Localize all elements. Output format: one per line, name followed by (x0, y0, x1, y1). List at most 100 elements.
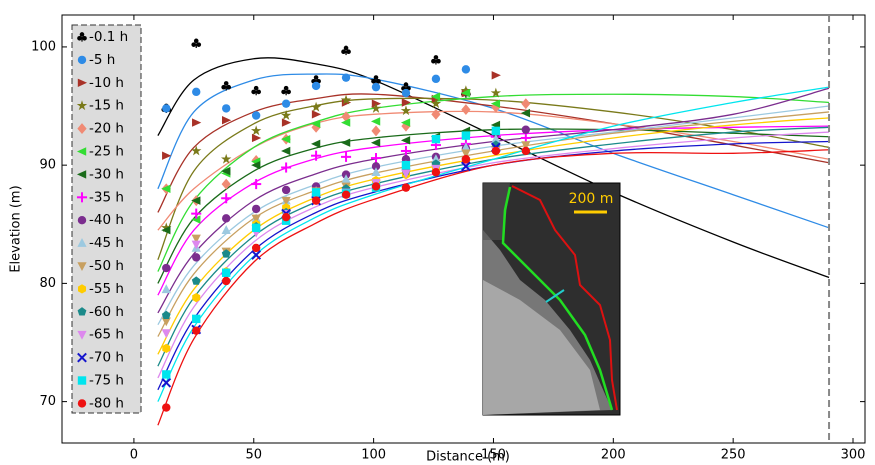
x-tick-label: 200 (601, 448, 626, 463)
legend-label: -75 h (89, 373, 124, 389)
marker-shape (373, 75, 379, 80)
marker-shape (281, 89, 286, 95)
fit-curve (157, 131, 830, 379)
marker-shape (461, 142, 471, 152)
marker-shape (491, 71, 501, 80)
marker-shape (370, 138, 381, 147)
marker (281, 118, 292, 127)
fit-curve (157, 140, 830, 391)
fit-curve (157, 73, 830, 229)
marker-shape (465, 93, 467, 98)
marker-shape (401, 98, 412, 107)
marker-shape (161, 225, 171, 235)
points (161, 38, 531, 412)
marker-shape (223, 81, 229, 86)
marker-shape (76, 147, 87, 156)
marker-shape (226, 84, 232, 90)
marker-shape (77, 238, 87, 247)
marker (341, 118, 351, 127)
marker (251, 223, 261, 233)
marker (191, 196, 201, 205)
marker-shape (76, 100, 88, 111)
marker-shape (77, 352, 87, 363)
marker (490, 99, 501, 108)
marker-shape (401, 169, 411, 179)
marker-shape (77, 376, 87, 385)
marker-shape (81, 37, 83, 42)
marker-shape (461, 155, 471, 164)
marker (371, 82, 381, 92)
legend-marker (77, 55, 87, 65)
legend-marker (77, 307, 87, 316)
marker (400, 118, 411, 127)
marker (431, 168, 441, 177)
marker-shape (161, 284, 171, 294)
marker (400, 105, 412, 116)
marker-shape (281, 185, 291, 195)
marker-shape (311, 196, 321, 205)
marker-shape (285, 90, 287, 96)
marker (221, 166, 231, 176)
marker (341, 111, 351, 123)
plot-area (62, 15, 865, 443)
marker-shape (191, 234, 201, 244)
marker (281, 185, 291, 195)
marker-shape (311, 139, 321, 149)
marker (162, 151, 172, 160)
marker (162, 263, 171, 273)
marker (221, 268, 231, 277)
marker-shape (281, 118, 292, 127)
marker-shape (431, 58, 436, 64)
legend-label: -55 h (89, 281, 124, 297)
marker (461, 104, 471, 116)
fit-curve (157, 97, 830, 260)
inset-red-line (511, 185, 618, 411)
marker-shape (253, 85, 259, 91)
marker (431, 74, 441, 84)
marker (460, 88, 471, 98)
marker (281, 196, 291, 206)
marker (311, 119, 321, 128)
marker (371, 75, 381, 85)
marker-shape (221, 104, 231, 113)
marker (221, 214, 231, 223)
marker (251, 243, 261, 253)
marker-shape (371, 82, 381, 92)
marker (401, 88, 411, 98)
marker (491, 134, 501, 143)
marker (191, 215, 201, 224)
inset-image: 200 m (482, 182, 621, 416)
marker (161, 284, 171, 294)
marker-shape (311, 188, 321, 197)
legend-marker (77, 376, 87, 385)
marker-shape (436, 58, 441, 64)
marker (341, 73, 351, 82)
marker-shape (371, 182, 381, 191)
marker-shape (431, 168, 441, 177)
marker (460, 85, 472, 96)
marker (430, 92, 441, 101)
marker-shape (192, 253, 201, 262)
marker (461, 155, 471, 164)
marker (521, 141, 531, 151)
legend-marker (77, 32, 87, 42)
marker (431, 134, 441, 144)
marker-shape (401, 88, 411, 98)
marker (162, 370, 171, 379)
marker-shape (77, 216, 87, 225)
legend-marker (77, 262, 87, 272)
marker-shape (401, 160, 411, 170)
marker (311, 196, 321, 205)
marker (251, 85, 261, 96)
marker-shape (371, 125, 381, 137)
marker (192, 118, 202, 127)
marker (221, 153, 232, 164)
marker (521, 125, 531, 134)
legend-label: -15 h (89, 98, 124, 114)
marker (311, 150, 322, 161)
marker (461, 149, 471, 159)
marker (431, 55, 441, 65)
legend-label: -80 h (89, 395, 124, 411)
marker-shape (283, 85, 289, 91)
marker-shape (221, 166, 231, 176)
